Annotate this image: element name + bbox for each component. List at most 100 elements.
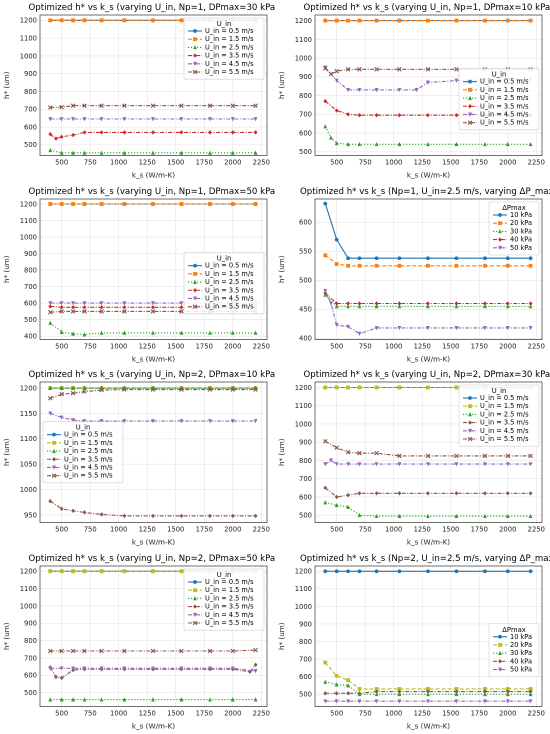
data-point <box>99 568 104 573</box>
series-4 <box>323 485 533 500</box>
data-point <box>323 698 328 704</box>
data-point <box>374 462 379 467</box>
data-point <box>82 696 87 701</box>
data-point <box>528 300 533 306</box>
y-tick-label: 1000 <box>20 52 37 60</box>
data-point <box>328 71 334 77</box>
series-5 <box>323 458 533 467</box>
chart-1: Optimized h* vs k_s (varying U_in, Np=1,… <box>2 3 275 180</box>
data-point <box>454 698 459 704</box>
data-point <box>71 508 75 514</box>
data-point <box>505 462 510 467</box>
legend-marker <box>193 587 197 592</box>
x-tick-label: 1000 <box>385 342 402 350</box>
data-point <box>122 696 127 701</box>
data-point <box>346 690 350 696</box>
data-point <box>505 300 510 306</box>
series-4 <box>48 498 258 519</box>
series-3 <box>48 696 258 701</box>
data-point <box>323 568 328 573</box>
data-point <box>71 385 75 390</box>
data-point <box>179 308 184 314</box>
data-point <box>82 308 87 314</box>
x-tick-label: 750 <box>359 526 372 534</box>
data-point <box>454 513 459 519</box>
legend-entry: U_in = 4.5 m/s <box>205 294 254 302</box>
data-point <box>334 300 339 306</box>
legend-entry: U_in = 5.5 m/s <box>480 119 529 127</box>
data-point <box>179 18 184 23</box>
data-point <box>179 300 184 305</box>
data-point <box>150 387 156 392</box>
data-point <box>48 201 53 206</box>
legend-marker <box>193 296 197 301</box>
data-point <box>357 491 362 496</box>
data-point <box>82 568 87 573</box>
data-point <box>48 303 53 309</box>
legend-marker <box>468 95 472 100</box>
data-point <box>483 462 487 467</box>
y-tick-label: 1200 <box>20 567 37 575</box>
legend-box <box>458 384 540 447</box>
y-tick-label: 700 <box>24 654 37 662</box>
data-point <box>454 385 459 390</box>
data-point <box>426 691 430 696</box>
data-point <box>505 303 510 308</box>
data-point <box>179 665 184 671</box>
data-point <box>99 130 104 135</box>
data-point <box>505 491 510 496</box>
data-point <box>48 498 53 504</box>
data-point <box>346 324 350 329</box>
series-line <box>50 389 256 399</box>
data-point <box>207 103 213 108</box>
data-point <box>483 325 487 330</box>
data-point <box>454 263 459 268</box>
data-point <box>334 78 339 83</box>
x-tick-label: 750 <box>359 342 372 350</box>
data-point <box>71 665 75 671</box>
x-tick-label: 1250 <box>414 526 431 534</box>
legend-marker <box>468 396 472 400</box>
data-point <box>253 150 258 155</box>
data-point <box>374 691 379 696</box>
data-point <box>323 288 328 293</box>
x-tick-label: 1750 <box>471 526 488 534</box>
data-point <box>179 696 184 701</box>
y-tick-label: 700 <box>299 111 312 119</box>
legend: U_inU_in = 0.5 m/sU_in = 1.5 m/sU_in = 2… <box>183 568 265 631</box>
data-point <box>334 237 339 242</box>
x-tick-label: 1750 <box>471 342 488 350</box>
legend-entry: U_in = 5.5 m/s <box>64 472 113 480</box>
legend-marker <box>498 634 502 639</box>
data-point <box>99 696 104 701</box>
data-point <box>357 690 362 696</box>
plot-frame <box>314 14 543 156</box>
data-point <box>48 385 53 390</box>
data-point <box>357 512 362 518</box>
data-point <box>230 130 235 135</box>
legend-entry: U_in = 1.5 m/s <box>480 402 529 410</box>
x-tick-label: 2250 <box>253 526 270 534</box>
data-point <box>230 201 235 206</box>
data-point <box>397 686 402 691</box>
y-axis-label: h* (um) <box>2 622 11 650</box>
x-axis-label: k_s (W/m-K) <box>132 721 175 730</box>
x-axis-label: k_s (W/m-K) <box>132 171 175 180</box>
x-tick-label: 500 <box>55 709 68 717</box>
data-point <box>505 453 511 459</box>
y-tick-label: 400 <box>299 334 312 342</box>
legend-entry: 20 kPa <box>510 640 532 648</box>
legend-entry: U_in = 1.5 m/s <box>205 586 254 594</box>
data-point <box>426 300 430 306</box>
data-point <box>425 453 431 459</box>
data-point <box>483 303 487 308</box>
x-tick-label: 1000 <box>110 526 127 534</box>
data-point <box>71 300 75 305</box>
data-point <box>122 117 127 122</box>
data-point <box>454 67 459 72</box>
legend-box <box>183 251 265 314</box>
series-line <box>325 440 531 457</box>
data-point <box>82 130 87 135</box>
data-point <box>454 303 459 308</box>
series-1 <box>323 201 533 260</box>
